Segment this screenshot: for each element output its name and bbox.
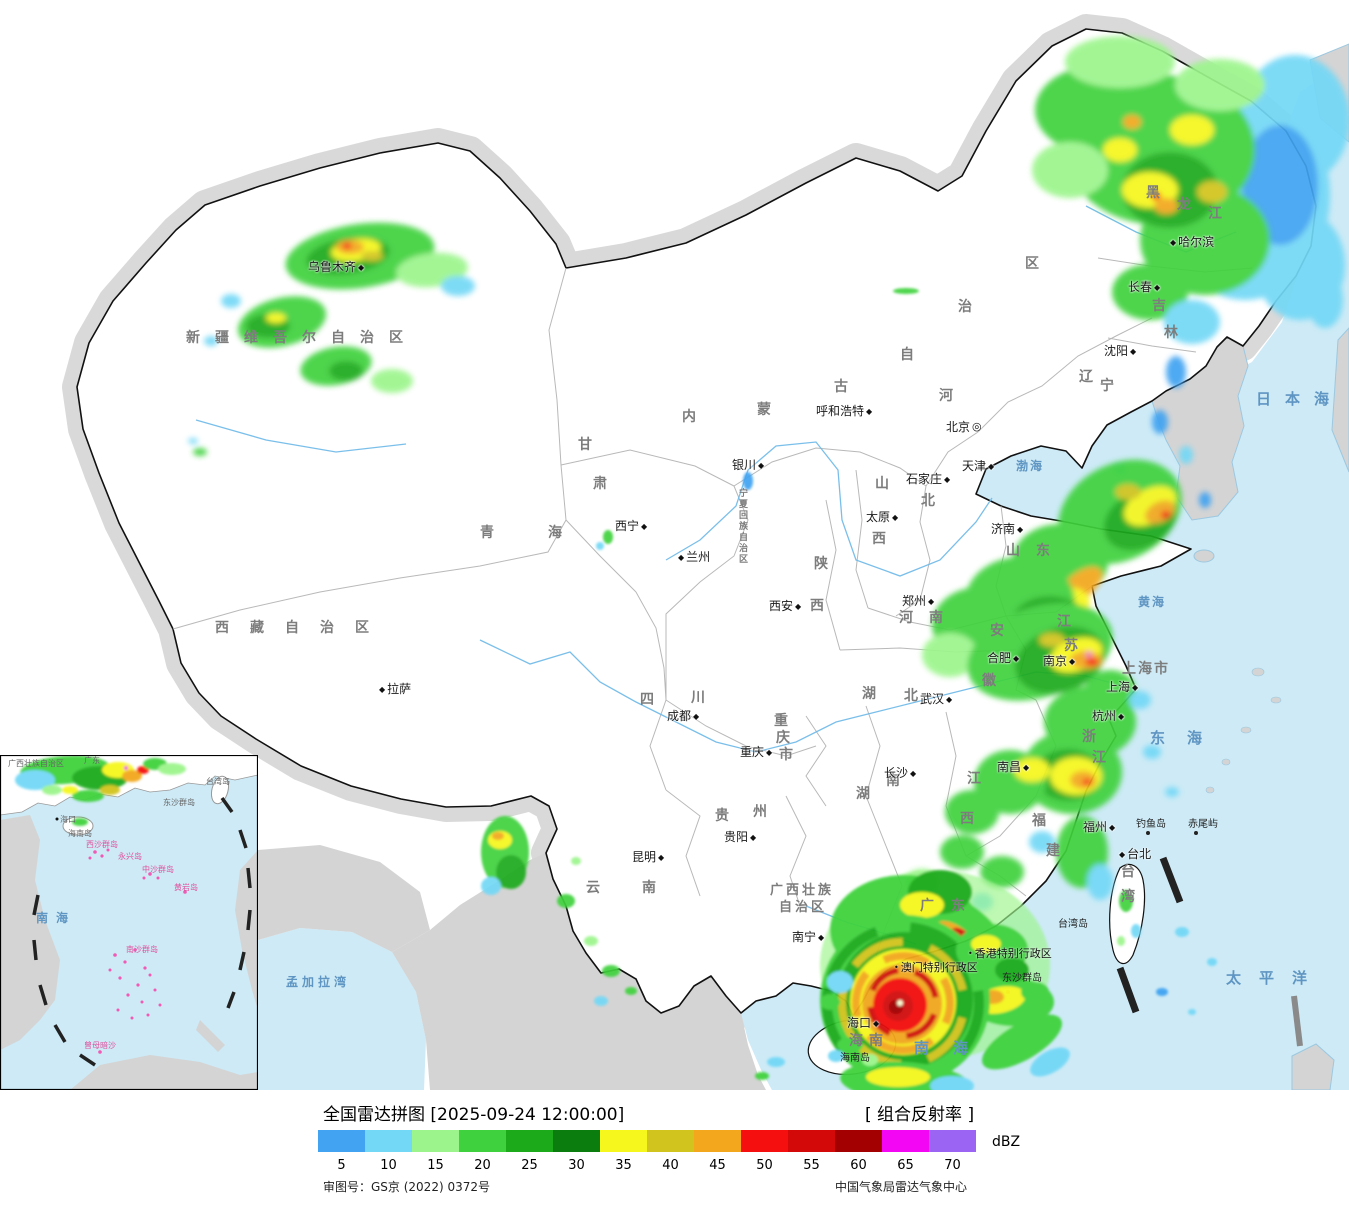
province-boundaries xyxy=(172,257,1253,957)
legend-value: 25 xyxy=(521,1158,538,1173)
legend-cell: 45 xyxy=(694,1130,741,1173)
china-radar-svg xyxy=(0,14,1349,1090)
south-china-sea-inset xyxy=(0,755,258,1090)
legend-cell: 60 xyxy=(835,1130,882,1173)
legend-value: 55 xyxy=(803,1158,820,1173)
legend-cell: 55 xyxy=(788,1130,835,1173)
legend-cell: 70 xyxy=(929,1130,976,1173)
legend-value: 60 xyxy=(850,1158,867,1173)
radar-echo-misc xyxy=(481,288,1141,1006)
legend-value: 65 xyxy=(897,1158,914,1173)
land-indochina xyxy=(392,853,766,1090)
radar-echo-typhoon xyxy=(755,870,1217,1090)
legend-cell: 20 xyxy=(459,1130,506,1173)
inset-borneo xyxy=(70,1055,258,1090)
product-title: 全国雷达拼图 [2025-09-24 12:00:00] xyxy=(323,1105,625,1125)
legend-swatch xyxy=(318,1130,365,1152)
inset-haikou-dot xyxy=(55,817,59,821)
legend-cell: 40 xyxy=(647,1130,694,1173)
radar-echo-east-coast xyxy=(905,459,1182,911)
radar-echo-xinjiang xyxy=(188,222,475,456)
product-type-label: [ 组合反射率 ] xyxy=(865,1105,975,1125)
legend-cell: 50 xyxy=(741,1130,788,1173)
legend-value: 30 xyxy=(568,1158,585,1173)
radar-echo-northeast xyxy=(1032,36,1349,508)
legend-cell: 25 xyxy=(506,1130,553,1173)
inset-radar-echoes xyxy=(15,755,186,826)
sea-bay-of-bengal xyxy=(258,928,426,1090)
legend-value: 40 xyxy=(662,1158,679,1173)
legend-swatch xyxy=(788,1130,835,1152)
inset-taiwan xyxy=(210,775,230,805)
inset-vietnam xyxy=(0,815,60,1050)
legend-cell: 10 xyxy=(365,1130,412,1173)
legend-swatch xyxy=(412,1130,459,1152)
legend-value: 20 xyxy=(474,1158,491,1173)
legend-value: 10 xyxy=(380,1158,397,1173)
legend-cell: 35 xyxy=(600,1130,647,1173)
inset-reef-dots xyxy=(88,848,187,1054)
nine-dash-line xyxy=(1116,856,1303,1047)
legend-cell: 30 xyxy=(553,1130,600,1173)
inset-nine-dash-line xyxy=(32,796,252,1067)
legend-value: 5 xyxy=(337,1158,346,1173)
legend-swatch xyxy=(741,1130,788,1152)
legend-swatch xyxy=(694,1130,741,1152)
legend-swatch xyxy=(600,1130,647,1152)
map-license: 审图号：GS京 (2022) 0372号 xyxy=(323,1180,490,1194)
legend-cell: 15 xyxy=(412,1130,459,1173)
land-india xyxy=(258,845,430,952)
radar-map: 新疆维吾尔自治区 西藏自治区青海甘肃内蒙古自治区黑龙江吉林辽宁河北山西山东河南陕西… xyxy=(0,14,1349,1090)
legend-swatch xyxy=(459,1130,506,1152)
inset-luzon xyxy=(235,850,258,1010)
inset-border xyxy=(0,755,258,1090)
legend-cell: 5 xyxy=(318,1130,365,1173)
legend-swatch xyxy=(365,1130,412,1152)
inset-palawan xyxy=(196,1020,225,1052)
legend-panel: 全国雷达拼图 [2025-09-24 12:00:00] [ 组合反射率 ] 5… xyxy=(0,1090,1349,1208)
land-jeju xyxy=(1193,549,1215,563)
legend-swatch xyxy=(882,1130,929,1152)
color-scale: 5 10 15 20 25 30 35 40 45 50 55 60 65 70 xyxy=(318,1130,976,1173)
unit-label: dBZ xyxy=(992,1134,1021,1150)
legend-swatch xyxy=(835,1130,882,1152)
land-japan-honshu xyxy=(1331,327,1349,473)
legend-swatch xyxy=(553,1130,600,1152)
data-credit: 中国气象局雷达气象中心 xyxy=(835,1180,968,1194)
legend-value: 15 xyxy=(427,1158,444,1173)
legend-swatch xyxy=(647,1130,694,1152)
legend-value: 50 xyxy=(756,1158,773,1173)
legend-cell: 65 xyxy=(882,1130,929,1173)
legend-value: 45 xyxy=(709,1158,726,1173)
legend-swatch xyxy=(929,1130,976,1152)
legend-value: 70 xyxy=(944,1158,961,1173)
legend-swatch xyxy=(506,1130,553,1152)
land-philippines xyxy=(1291,1043,1335,1090)
land-ryukyu-islands xyxy=(1205,667,1282,794)
legend-value: 35 xyxy=(615,1158,632,1173)
